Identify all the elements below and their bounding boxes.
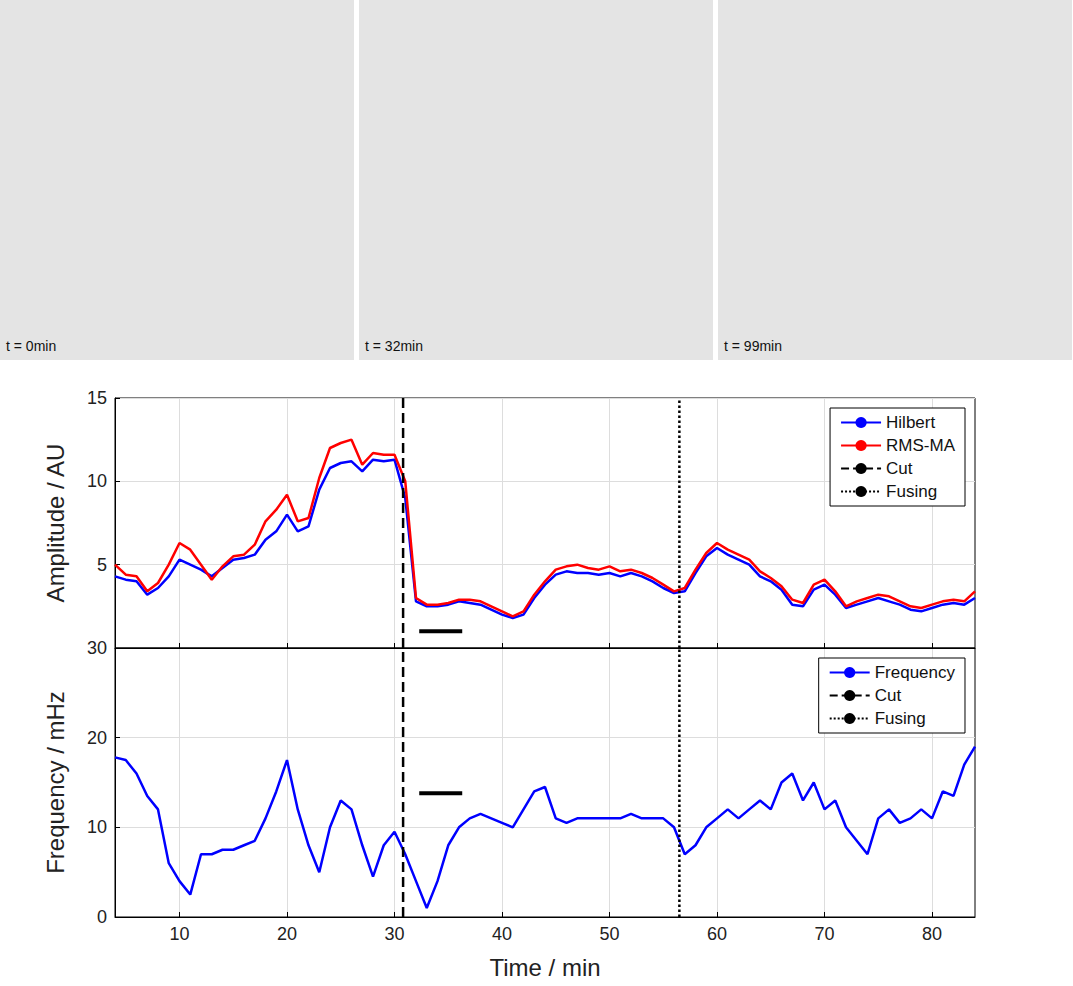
svg-text:Fusing: Fusing [886,482,937,501]
svg-text:70: 70 [814,924,834,944]
svg-text:20: 20 [87,728,107,748]
svg-text:Hilbert: Hilbert [886,413,935,432]
svg-text:Fusing: Fusing [875,709,926,728]
svg-text:Frequency: Frequency [875,663,956,682]
html-text:t = 0min: t = 0min [6,338,57,354]
svg-text:0: 0 [97,907,107,927]
svg-text:15: 15 [87,388,107,408]
svg-text:20: 20 [277,924,297,944]
html-text:t = 32min: t = 32min [365,338,423,354]
svg-text:RMS-MA: RMS-MA [886,436,956,455]
html-text:t = 99min: t = 99min [724,338,782,354]
svg-text:Amplitude / AU: Amplitude / AU [42,444,69,603]
svg-text:10: 10 [87,471,107,491]
svg-text:Cut: Cut [886,459,913,478]
svg-text:30: 30 [87,638,107,658]
svg-text:60: 60 [707,924,727,944]
svg-text:50: 50 [599,924,619,944]
svg-text:Time / min: Time / min [489,954,600,981]
svg-text:Cut: Cut [875,686,902,705]
svg-text:80: 80 [922,924,942,944]
svg-text:40: 40 [492,924,512,944]
svg-text:Frequency / mHz: Frequency / mHz [42,691,69,874]
svg-text:30: 30 [384,924,404,944]
svg-text:5: 5 [97,555,107,575]
svg-text:10: 10 [87,817,107,837]
svg-text:10: 10 [169,924,189,944]
